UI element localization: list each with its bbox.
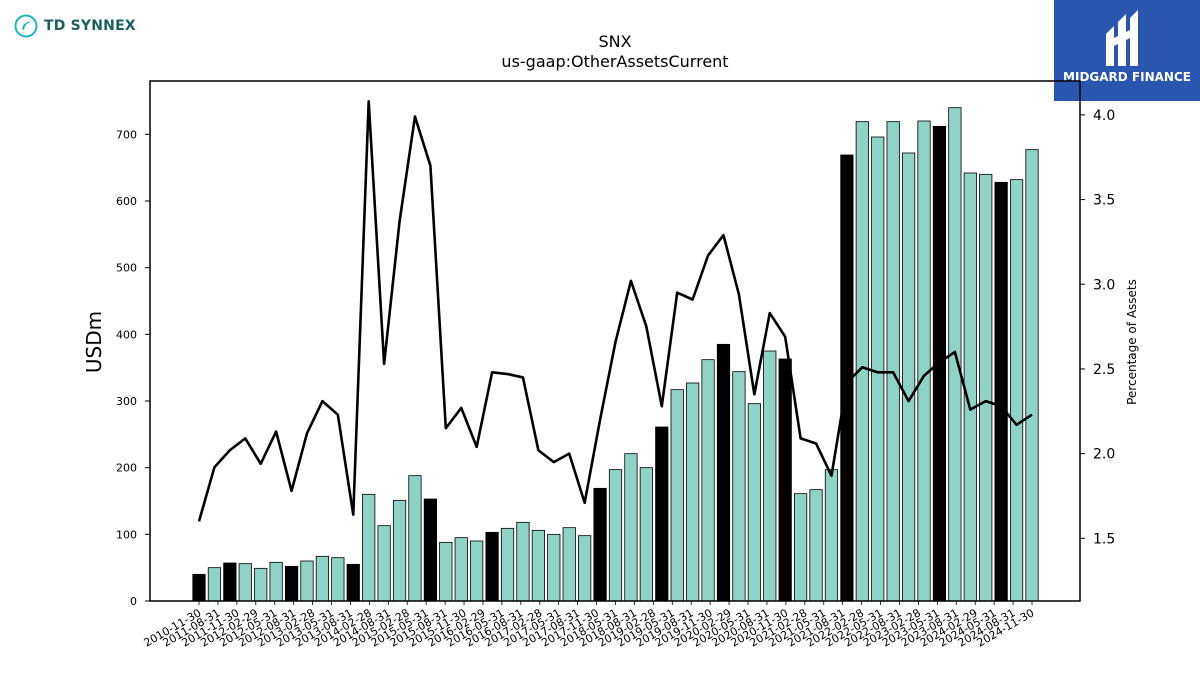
bars-group xyxy=(192,107,1039,602)
bar xyxy=(855,121,869,602)
y2-tick-label: 2.0 xyxy=(1093,447,1115,463)
y-tick-label: 300 xyxy=(116,395,137,408)
y2-tick-label: 4.0 xyxy=(1093,108,1115,124)
bar xyxy=(624,453,638,602)
bar xyxy=(238,563,252,602)
y-tick-label: 600 xyxy=(116,195,137,208)
y-tick-label: 200 xyxy=(116,462,137,475)
bar xyxy=(639,467,653,602)
bar xyxy=(732,371,746,602)
bar xyxy=(824,469,839,602)
td-synnex-logo-icon xyxy=(14,14,38,38)
y-tick-label: 100 xyxy=(116,528,137,541)
bar xyxy=(192,573,206,602)
bar xyxy=(917,120,931,602)
bar xyxy=(485,531,499,602)
bar xyxy=(670,389,684,602)
bar xyxy=(439,541,453,602)
bar xyxy=(963,172,977,602)
midgard-finance-logo: MIDGARD FINANCE xyxy=(1054,0,1200,101)
y2-tick-label: 3.0 xyxy=(1093,277,1115,293)
bar xyxy=(686,382,700,602)
bar xyxy=(454,537,468,602)
bar xyxy=(516,521,530,602)
bar xyxy=(408,475,422,602)
bar xyxy=(1025,149,1039,602)
bar xyxy=(562,527,576,602)
bar xyxy=(763,350,777,602)
bar xyxy=(1009,179,1024,602)
bar xyxy=(871,136,885,602)
bar xyxy=(331,557,345,602)
bar xyxy=(346,563,360,602)
bar xyxy=(269,561,283,602)
bar xyxy=(531,529,545,602)
bar xyxy=(593,487,607,602)
td-synnex-logo: TD SYNNEX xyxy=(14,14,136,38)
bar xyxy=(207,567,222,602)
bar xyxy=(284,565,299,602)
plot-frame xyxy=(149,80,1081,602)
bar xyxy=(886,121,900,602)
bar xyxy=(500,527,515,602)
bar xyxy=(655,426,669,602)
bar xyxy=(794,493,808,602)
y-tick-label: 400 xyxy=(116,328,137,341)
bar xyxy=(392,499,407,602)
midgard-logo-icon xyxy=(1106,10,1138,66)
bar xyxy=(979,173,993,602)
y-tick-label: 700 xyxy=(116,128,137,141)
bar xyxy=(547,533,561,602)
y-tick-label: 0 xyxy=(130,595,137,608)
bar xyxy=(701,359,715,602)
bar xyxy=(300,560,314,602)
line-series xyxy=(197,100,1033,522)
bar xyxy=(362,493,376,602)
bar xyxy=(254,567,268,602)
midgard-logo-text: MIDGARD FINANCE xyxy=(1063,70,1191,84)
bar xyxy=(747,403,761,602)
bar xyxy=(315,555,330,602)
bar xyxy=(778,358,792,602)
bar xyxy=(423,498,437,602)
chart-subtitle: us-gaap:OtherAssetsCurrent xyxy=(501,52,729,71)
bar xyxy=(470,540,484,602)
y2-tick-label: 1.5 xyxy=(1093,531,1115,547)
td-synnex-logo-text: TD SYNNEX xyxy=(44,18,136,34)
bar xyxy=(377,525,391,602)
bar xyxy=(716,343,731,602)
chart-title: SNX xyxy=(598,32,632,51)
y2-tick-label: 2.5 xyxy=(1093,362,1115,378)
bar xyxy=(809,489,823,602)
bar xyxy=(901,152,916,602)
bar xyxy=(578,535,592,602)
bar xyxy=(994,181,1008,602)
y-tick-label: 500 xyxy=(116,262,137,275)
y2-tick-label: 3.5 xyxy=(1093,193,1115,209)
bar xyxy=(608,469,623,602)
bar xyxy=(223,562,237,602)
